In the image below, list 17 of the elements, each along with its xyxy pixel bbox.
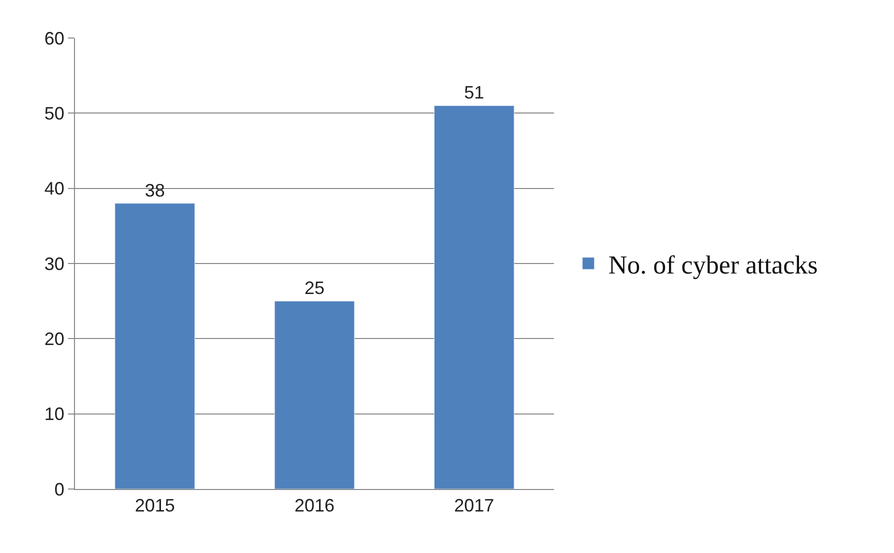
data-label: 51 <box>464 82 484 103</box>
bar <box>114 203 195 489</box>
y-tick-label: 20 <box>44 328 64 349</box>
bar <box>434 105 514 489</box>
data-label: 38 <box>144 180 165 200</box>
bar <box>274 300 355 489</box>
x-tick-label: 2016 <box>294 496 335 516</box>
y-tick-label: 60 <box>44 28 64 48</box>
y-tick-label: 0 <box>54 479 64 500</box>
x-tick-label: 2015 <box>134 496 175 516</box>
y-tick-label: 40 <box>44 178 64 199</box>
x-tick-label: 2017 <box>454 496 494 516</box>
y-tick-label: 30 <box>44 254 64 274</box>
y-tick-label: 50 <box>44 103 64 124</box>
legend-label: No. of cyber attacks <box>608 250 818 280</box>
data-label: 25 <box>304 278 325 298</box>
y-tick-label: 10 <box>44 404 64 424</box>
